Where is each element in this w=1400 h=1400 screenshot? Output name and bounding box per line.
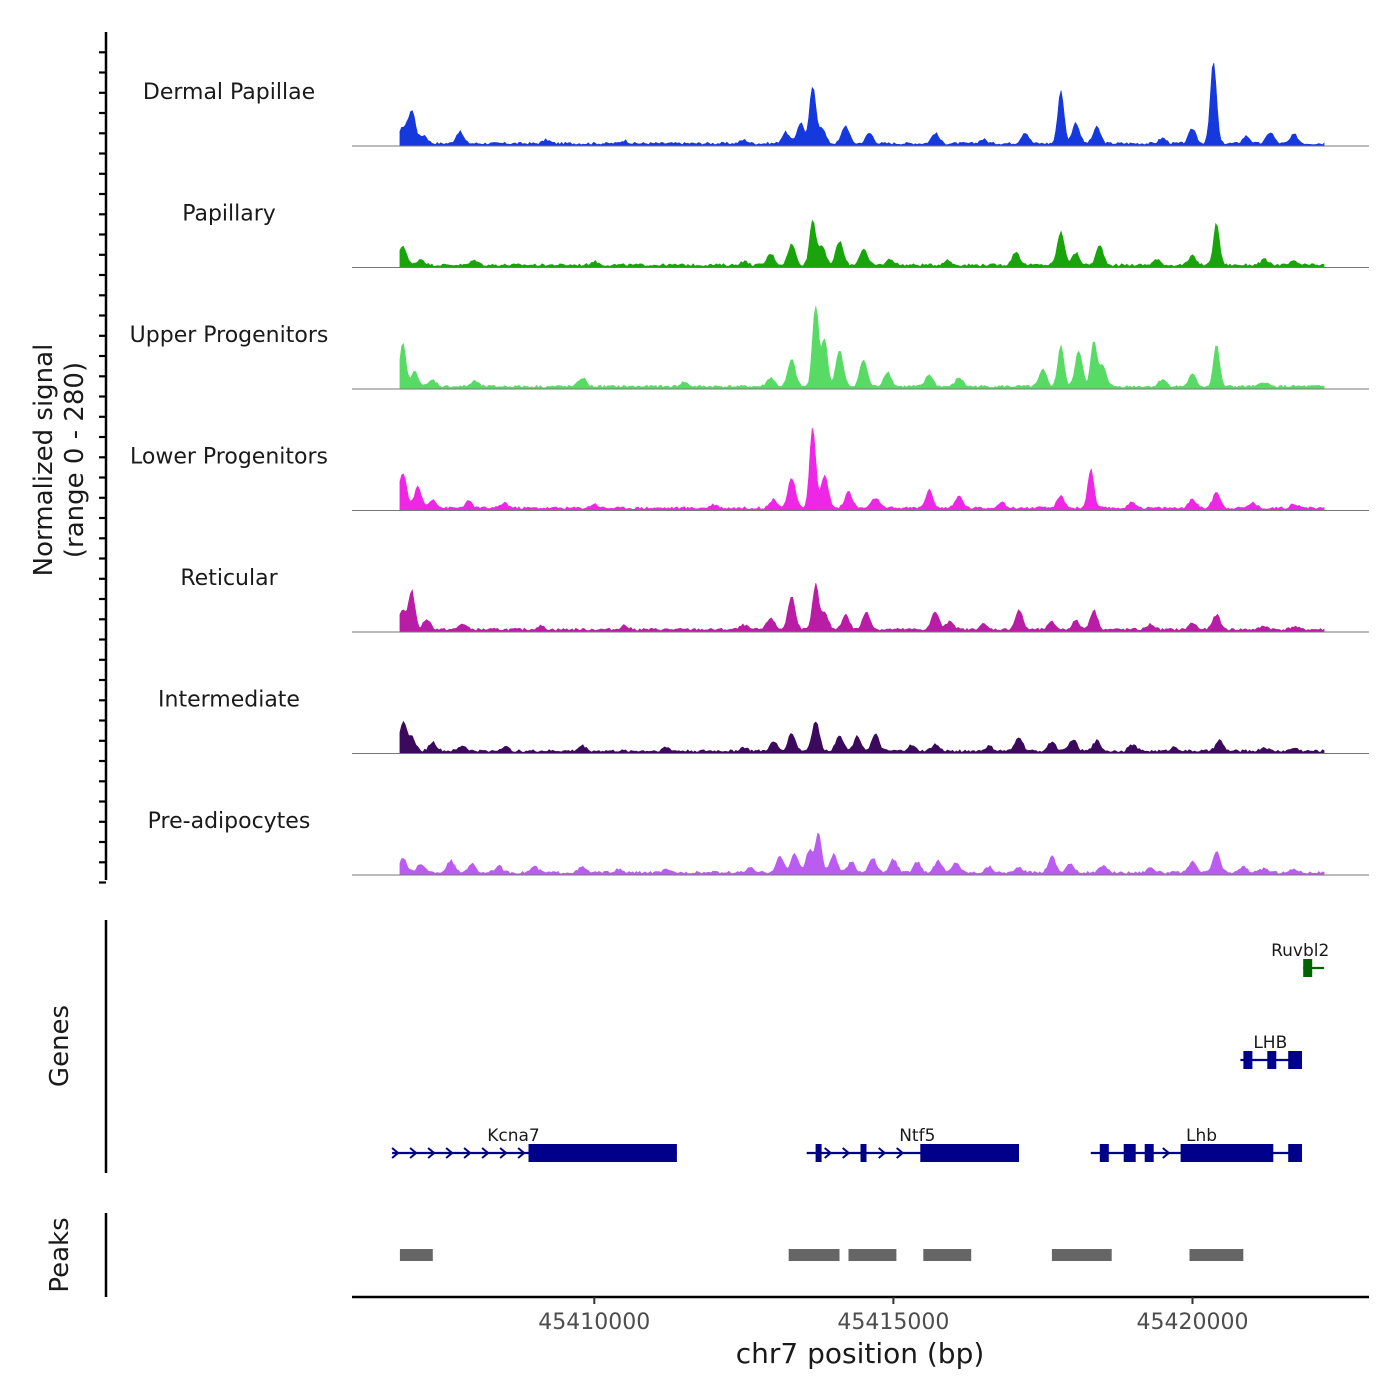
exon [860,1144,867,1162]
gene-ruvbl2: Ruvbl2 [1271,941,1329,977]
strand-arrow [824,1147,833,1159]
exon [815,1144,822,1162]
gene-label: Ruvbl2 [1271,941,1329,961]
strand-arrow [463,1147,472,1159]
gene-lhb: LHB [1240,1033,1302,1069]
track-label: Pre-adipocytes [148,809,311,834]
track-label: Dermal Papillae [143,80,315,105]
signal-area [399,582,1325,633]
strand-arrow [878,1147,887,1159]
x-tick-label: 45410000 [538,1310,650,1335]
signal-tracks: Dermal Papillae Papillary Upper Progenitor… [130,62,1369,876]
track-label: Lower Progenitors [130,445,328,470]
track-reticular: Reticular [180,566,1369,633]
track-papillary: Papillary [182,202,1369,268]
strand-arrow [445,1147,454,1159]
exon [1180,1144,1274,1162]
peak-region [923,1249,972,1261]
strand-arrow [391,1147,400,1159]
gene-label: LHB [1253,1033,1287,1053]
peaks-panel-label: Peaks [45,1217,75,1292]
exon [1288,1051,1302,1069]
strand-arrow [517,1147,526,1159]
exon [1267,1051,1277,1069]
peak-region [1051,1249,1112,1261]
exon [528,1144,677,1162]
gene-label: Kcna7 [487,1126,540,1146]
exon [1144,1144,1154,1162]
strand-arrow [409,1147,418,1159]
gene-track: Ruvbl2 LHB Kcna7 Ntf5 Lhb [391,941,1329,1162]
y-axis-label: Normalized signal [29,344,59,577]
track-intermediate: Intermediate [158,688,1369,754]
signal-area [399,427,1325,511]
exon [1303,959,1313,977]
signal-area [399,305,1325,390]
strand-arrow [842,1147,851,1159]
peak-region [848,1249,897,1261]
gene-ntf5: Ntf5 [806,1126,1019,1162]
peak-region [788,1249,840,1261]
track-label: Reticular [180,566,278,591]
signal-area [399,720,1325,754]
track-dermal-papillae: Dermal Papillae [143,62,1369,147]
signal-y-ticks [99,51,106,884]
strand-arrow [427,1147,436,1159]
signal-area [399,219,1325,268]
track-upper-progenitors: Upper Progenitors [130,305,1369,390]
track-lower-progenitors: Lower Progenitors [130,427,1369,511]
strand-arrow [1162,1147,1171,1159]
peaks-track [399,1249,1244,1261]
gene-kcna7: Kcna7 [391,1126,677,1162]
exon [1288,1144,1302,1162]
peak-region [399,1249,433,1261]
x-axis-label: chr7 position (bp) [736,1337,985,1370]
gene-lhb: Lhb [1090,1126,1302,1162]
x-tick-label: 45415000 [837,1310,949,1335]
exon [1099,1144,1109,1162]
track-pre-adipocytes: Pre-adipocytes [148,809,1369,876]
track-label: Intermediate [158,688,300,713]
track-label: Upper Progenitors [130,323,329,348]
y-axis-label-range: (range 0 - 280) [60,362,90,558]
gene-label: Ntf5 [899,1126,935,1146]
gene-label: Lhb [1186,1126,1217,1146]
track-label: Papillary [182,202,276,227]
strand-arrow [481,1147,490,1159]
strand-arrow [896,1147,905,1159]
exon [920,1144,1019,1162]
exon [1243,1051,1253,1069]
signal-area [399,832,1325,876]
exon [1123,1144,1136,1162]
peak-region [1189,1249,1244,1261]
genes-panel-label: Genes [45,1005,75,1087]
strand-arrow [499,1147,508,1159]
x-axis-ticks: 45410000 45415000 45420000 [538,1297,1248,1335]
signal-area [399,62,1325,147]
x-tick-label: 45420000 [1137,1310,1249,1335]
